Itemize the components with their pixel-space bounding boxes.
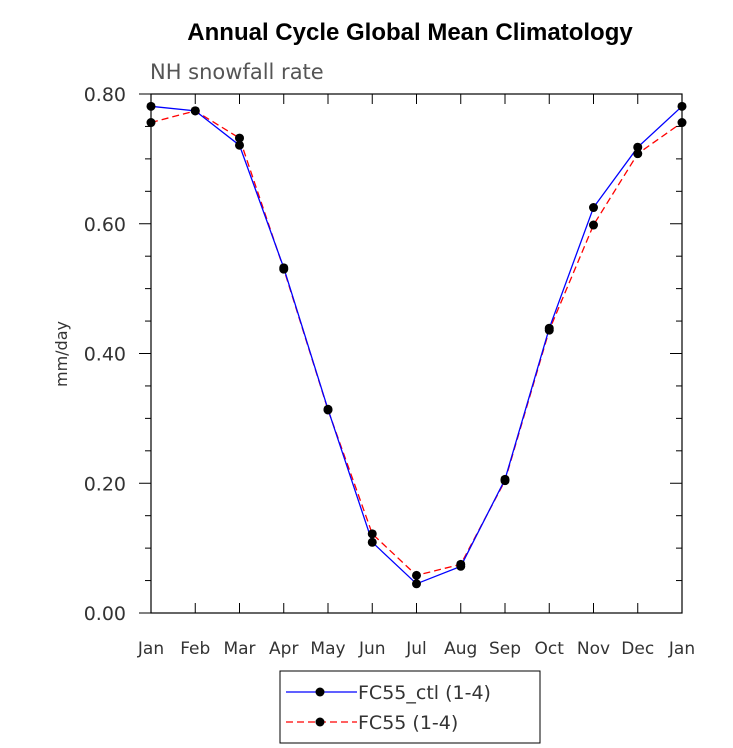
y-tick-label: 0.00	[84, 603, 126, 625]
x-tick-label: Feb	[180, 639, 210, 659]
x-tick-labels: Jan Feb Mar Apr May Jun Jul Aug Sep Oct Nov Dec Jan	[137, 639, 695, 659]
axis-ticks	[139, 93, 682, 614]
data-point	[279, 263, 289, 273]
x-tick-label: Mar	[223, 639, 255, 659]
data-point	[190, 106, 200, 116]
x-tick-label: Dec	[621, 639, 654, 659]
data-point	[367, 529, 377, 539]
data-point	[235, 140, 244, 150]
legend-label-fc55: FC55 (1-4)	[358, 712, 458, 734]
y-axis-label: mm/day	[52, 321, 71, 387]
data-point	[412, 570, 421, 580]
data-point	[367, 537, 377, 547]
chart-subtitle: NH snowfall rate	[150, 60, 324, 84]
legend-marker-fc55	[315, 717, 325, 727]
y-tick-label: 0.80	[84, 84, 126, 106]
data-point	[412, 579, 421, 589]
legend-box	[279, 670, 541, 744]
x-tick-label: Jan	[137, 639, 164, 659]
data-point	[633, 149, 643, 159]
legend-marker-ctl	[315, 687, 325, 697]
y-tick-label: 0.40	[84, 344, 126, 366]
x-tick-label: May	[310, 639, 345, 659]
data-point	[456, 561, 466, 571]
data-point	[589, 203, 598, 213]
data-point	[235, 133, 244, 143]
y-tick-label: 0.60	[84, 214, 126, 236]
x-tick-label: Jul	[405, 639, 427, 659]
x-tick-label: Oct	[535, 639, 565, 659]
data-point	[677, 118, 687, 128]
data-point	[544, 323, 554, 333]
series-line-0	[150, 105, 683, 585]
plot-frame	[150, 93, 683, 614]
x-tick-label: Jan	[668, 639, 695, 659]
data-point	[146, 101, 156, 111]
series-line-1	[150, 110, 683, 577]
y-tick-labels: 0.00 0.20 0.40 0.60 0.80	[84, 84, 126, 625]
x-tick-label: Aug	[444, 639, 477, 659]
chart-title: Annual Cycle Global Mean Climatology	[187, 19, 633, 46]
x-tick-label: Sep	[489, 639, 521, 659]
data-point	[323, 404, 333, 414]
data-point	[146, 118, 156, 128]
series-group	[146, 101, 687, 589]
x-tick-label: Apr	[269, 639, 298, 659]
x-tick-label: Jun	[358, 639, 386, 659]
y-tick-label: 0.20	[84, 473, 126, 495]
x-tick-label: Nov	[577, 639, 610, 659]
data-point	[633, 142, 643, 152]
legend-label-ctl: FC55_ctl (1-4)	[358, 682, 491, 704]
data-point	[677, 101, 687, 111]
data-point	[500, 474, 510, 484]
data-point	[589, 220, 598, 230]
legend: FC55_ctl (1-4) FC55 (1-4)	[279, 670, 541, 744]
